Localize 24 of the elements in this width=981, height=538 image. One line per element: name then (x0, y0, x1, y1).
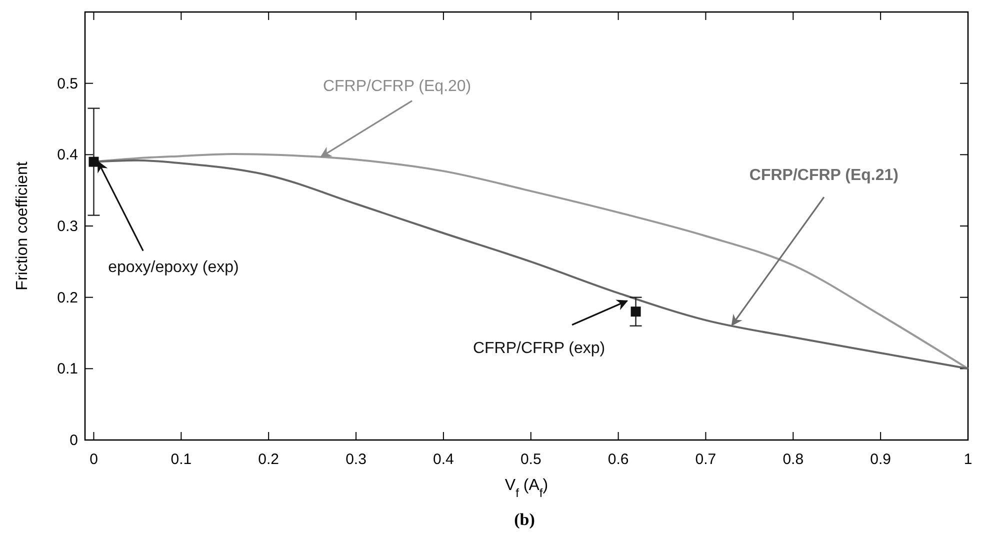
x-tick-label: 0.4 (433, 451, 454, 468)
annotation: CFRP/CFRP (exp) (472, 340, 606, 357)
x-tick-label: 1 (964, 451, 972, 468)
y-tick-label: 0.4 (57, 146, 78, 164)
x-tick-label: 0.1 (170, 451, 192, 468)
x-tick-label: 0.9 (870, 451, 892, 468)
x-tick-label: 0.2 (258, 451, 280, 468)
annotation: CFRP/CFRP (Eq.21) (749, 167, 898, 184)
x-tick-label: 0.8 (782, 451, 804, 468)
y-tick-label: 0 (70, 432, 78, 449)
y-axis-title: Friction coefficient (14, 161, 31, 290)
y-tick-label: 0.1 (57, 360, 78, 378)
y-tick-label: 0.5 (57, 75, 78, 92)
x-tick-label: 0.6 (608, 451, 629, 468)
annotation: epoxy/epoxy (exp) (108, 258, 239, 276)
y-tick-label: 0.2 (57, 289, 78, 306)
x-tick-label: 0 (90, 451, 98, 468)
x-tick-label: 0.3 (346, 451, 366, 468)
annotation: CFRP/CFRP (Eq.20) (322, 78, 472, 95)
x-axis-title: V$_{f}$ (A$_{f}$) (504, 477, 548, 500)
x-tick-label: 0.7 (695, 451, 716, 468)
text: (b) (514, 510, 535, 529)
x-tick-label: 0.5 (520, 451, 542, 468)
y-tick-label: 0.3 (57, 218, 78, 235)
